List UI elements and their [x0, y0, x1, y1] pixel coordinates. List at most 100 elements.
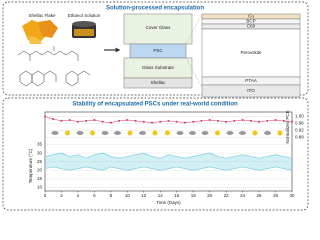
pce-point — [233, 119, 236, 122]
x-tick-label: 18 — [191, 193, 197, 198]
material-label: Shellac Flake — [28, 13, 56, 18]
cover-glass — [123, 13, 193, 45]
pce-point — [68, 119, 71, 121]
cloud-icon — [239, 131, 246, 135]
pce-point — [93, 119, 96, 121]
x-tick-label: 6 — [93, 193, 96, 198]
cloud-icon — [176, 131, 184, 135]
device-label: Shellac — [151, 80, 167, 85]
layer-label: ITO — [247, 88, 255, 93]
bottom-title: Stability of encapsulated PSCs under rea… — [72, 102, 238, 108]
shellac-layer — [123, 77, 193, 89]
x-tick-label: 26 — [257, 193, 263, 198]
cloud-icon — [264, 131, 271, 135]
sun-icon — [252, 130, 258, 136]
layer-label: PTAA — [245, 78, 256, 83]
pce-point — [200, 119, 203, 122]
y-tick-label: 30 — [37, 150, 43, 155]
cloud-icon — [189, 131, 196, 135]
pce-point — [151, 121, 154, 124]
pce-point — [192, 120, 195, 123]
x-tick-label: 14 — [158, 193, 164, 198]
pce-point — [241, 119, 244, 121]
top-title: Solution-processed encapsulation — [106, 6, 204, 12]
pce-point — [274, 119, 277, 121]
pce-point — [258, 120, 261, 123]
x-tick-label: 0 — [44, 193, 47, 198]
ethanol-jar — [72, 21, 96, 38]
device-label: PSC — [153, 48, 163, 53]
layer — [201, 28, 301, 78]
pce-point — [175, 120, 178, 123]
x-axis-label: Time (Days) — [156, 200, 181, 205]
molecules — [17, 46, 91, 87]
x-tick-label: 2 — [60, 193, 63, 198]
shellac-flakes — [22, 20, 58, 44]
pce-point — [159, 120, 162, 123]
sun-icon — [152, 130, 158, 136]
pce-point — [142, 120, 145, 123]
cloud-icon — [201, 131, 209, 135]
device-label: Cover Glass — [146, 25, 172, 30]
x-tick-label: 12 — [141, 193, 147, 198]
figure: Solution-processed encapsulation Shellac… — [2, 1, 309, 211]
cloud-icon — [139, 131, 146, 135]
x-tick-label: 4 — [77, 193, 80, 198]
pce-point — [109, 121, 112, 124]
pce-point — [126, 119, 129, 121]
y-axis-label: Temperature (°C) — [28, 148, 33, 183]
x-tick-label: 10 — [125, 193, 131, 198]
pce-point — [249, 119, 252, 122]
x-tick-label: 22 — [224, 193, 230, 198]
material-label: Ethanol Solution — [68, 13, 101, 18]
pce-point — [167, 119, 170, 122]
sun-icon — [127, 130, 133, 136]
x-tick-label: 28 — [273, 193, 279, 198]
pce-point — [118, 119, 121, 122]
pce-point — [134, 119, 137, 122]
x-tick-label: 8 — [110, 193, 113, 198]
y-tick-label: 20 — [37, 167, 43, 172]
cloud-icon — [101, 131, 109, 135]
x-tick-label: 30 — [289, 193, 295, 198]
pce-point — [225, 120, 228, 123]
y-tick-label: 1.00 — [295, 114, 304, 119]
layer-label: C60 — [247, 24, 256, 29]
zoom-lines — [185, 13, 203, 89]
layer — [201, 84, 301, 98]
pce-point — [216, 119, 219, 122]
pce-point — [44, 115, 46, 118]
pce-point — [183, 121, 186, 124]
top-panel — [2, 1, 309, 96]
y-tick-label: 25 — [37, 159, 43, 164]
pce-point — [85, 119, 88, 122]
sun-icon — [165, 130, 170, 136]
pce-point — [291, 120, 293, 123]
pce-point — [101, 120, 104, 123]
cloud-icon — [51, 131, 59, 135]
pce-point — [266, 119, 269, 122]
layer-label: Cu — [248, 14, 254, 19]
bottom-panel — [2, 97, 309, 211]
pce-point — [52, 118, 55, 121]
device-label: Glass Substrate — [142, 65, 175, 70]
cloud-icon — [226, 131, 234, 135]
sun-icon — [90, 130, 95, 136]
cloud-icon — [76, 131, 84, 135]
y-tick-label: 0.92 — [295, 128, 304, 133]
temp-line — [44, 152, 293, 159]
y-tick-label: 0.96 — [295, 121, 304, 126]
y-axis-label: Normalized PCE — [285, 110, 290, 143]
pce-point — [76, 120, 79, 123]
y-tick-label: 10 — [37, 185, 43, 190]
sun-icon — [65, 130, 70, 136]
y-tick-label: 0.88 — [295, 135, 304, 140]
pce-point — [60, 119, 63, 122]
x-tick-label: 20 — [207, 193, 213, 198]
pce-point — [208, 119, 211, 121]
pce-point — [282, 119, 285, 122]
sun-icon — [277, 130, 283, 136]
cloud-icon — [114, 131, 121, 135]
